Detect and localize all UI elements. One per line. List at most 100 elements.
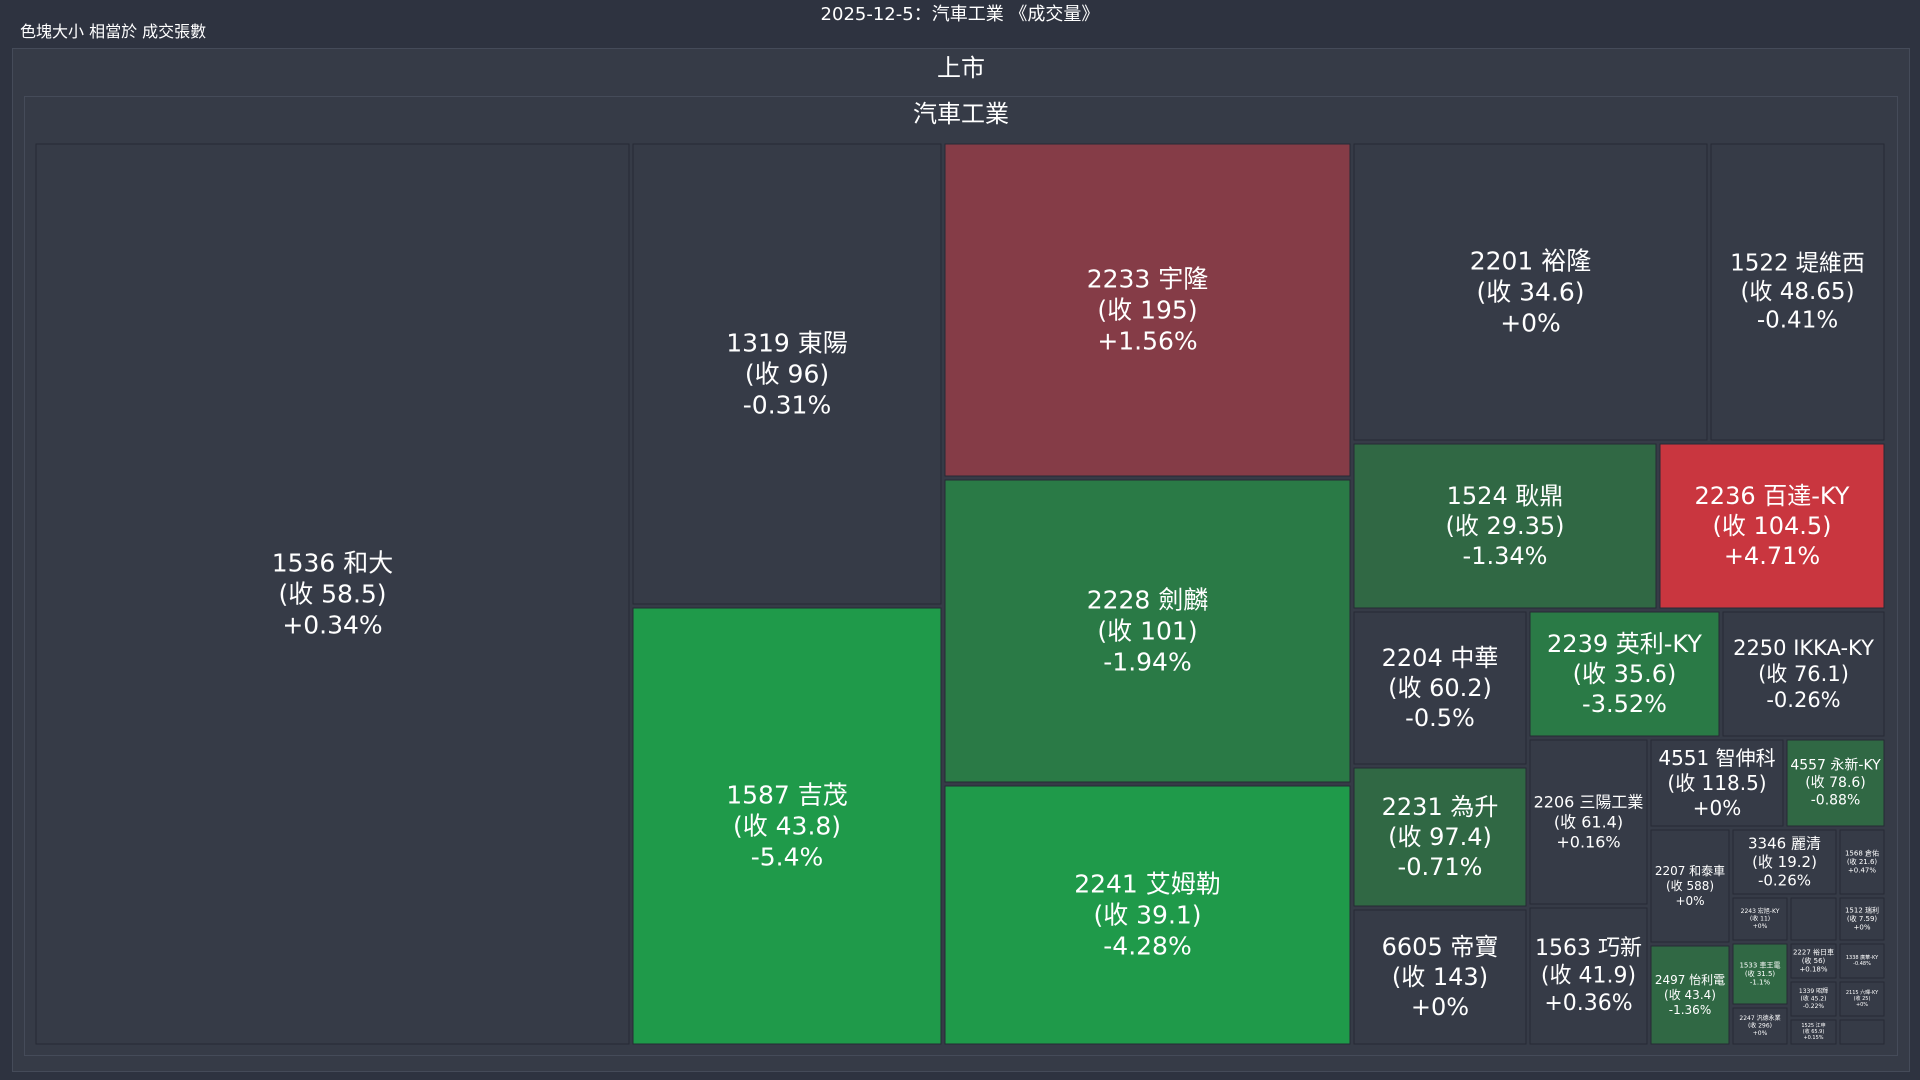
- tile-label: 2239 英利-KY: [1547, 630, 1702, 658]
- treemap-tile-1524: 1524 耿鼎(收 29.35)-1.34%: [1353, 443, 1657, 609]
- tile-close: (收 48.65): [1740, 279, 1854, 305]
- tile-label: 1338 廣華-KY: [1846, 954, 1879, 961]
- tile-rect: [1650, 829, 1730, 943]
- tile-change: -0.48%: [1853, 961, 1871, 967]
- chart-title: 2025-12-5：汽車工業 《成交量》: [820, 4, 1100, 25]
- market-label: 上市: [937, 54, 985, 82]
- tile-close: (收 101): [1097, 617, 1197, 646]
- tile-close: (收 39.1): [1093, 901, 1201, 930]
- tile-rect: [1790, 1019, 1837, 1045]
- tile-change: +0%: [1753, 923, 1768, 930]
- tile-change: -0.41%: [1757, 308, 1838, 334]
- tile-change: -0.26%: [1758, 872, 1811, 890]
- tile-close: (收 58.5): [278, 580, 386, 609]
- tile-close: (收 45.2): [1801, 995, 1827, 1003]
- tile-close: (收 65.9): [1803, 1028, 1825, 1035]
- tile-label: 2241 艾姆勒: [1074, 870, 1221, 899]
- tile-close: (收 7.59): [1847, 914, 1878, 923]
- tile-label: 2206 三陽工業: [1534, 793, 1644, 812]
- tile-label: 2115 六暉-KY: [1846, 989, 1879, 996]
- tile-change: +0%: [1500, 309, 1561, 338]
- tile-rect: [1710, 143, 1885, 441]
- tile-rect: [1529, 739, 1648, 905]
- tile-close: (收 34.6): [1476, 278, 1584, 307]
- tile-change: -1.36%: [1669, 1003, 1711, 1017]
- treemap-tile-4551: 4551 智伸科(收 118.5)+0%: [1650, 739, 1784, 827]
- tile-close: (收 56): [1802, 956, 1826, 965]
- tile-change: +0%: [1411, 993, 1469, 1021]
- tile-rect: [1790, 943, 1837, 979]
- tile-close: (收 21.6): [1847, 857, 1878, 866]
- tile-close: (收 29.35): [1445, 512, 1564, 540]
- treemap-tile-1338: 1338 廣華-KY-0.48%: [1839, 943, 1885, 979]
- tile-rect: [632, 143, 942, 605]
- tile-rect: [1839, 981, 1885, 1017]
- tile-change: -0.71%: [1398, 853, 1483, 881]
- tile-label: 2228 劍麟: [1087, 586, 1209, 615]
- tile-close: (收 43.8): [733, 812, 841, 841]
- treemap-tile-2233: 2233 宇隆(收 195)+1.56%: [944, 143, 1351, 477]
- treemap-tile-2207: 2207 和泰車(收 588)+0%: [1650, 829, 1730, 943]
- tile-change: -1.34%: [1463, 542, 1548, 570]
- sector-label: 汽車工業: [913, 100, 1009, 128]
- tile-close: (收 104.5): [1712, 512, 1831, 540]
- tile-rect: [1722, 611, 1885, 737]
- treemap-tile-2115: 2115 六暉-KY(收 25)+0%: [1839, 981, 1885, 1017]
- tile-label: 2201 裕隆: [1470, 247, 1592, 276]
- tile-change: +1.56%: [1097, 327, 1197, 356]
- tile-close: (收 35.6): [1573, 660, 1677, 688]
- treemap-tile-1525: 1525 江申(收 65.9)+0.15%: [1790, 1019, 1837, 1045]
- tile-rect: [35, 143, 630, 1045]
- tile-change: -0.88%: [1811, 792, 1861, 808]
- tile-close: (收 11): [1750, 915, 1770, 923]
- tile-change: -0.31%: [743, 391, 831, 420]
- tile-label: 2236 百達-KY: [1695, 482, 1850, 510]
- tile-rect: [1732, 897, 1788, 941]
- treemap-tile-2231: 2231 為升(收 97.4)-0.71%: [1353, 767, 1527, 907]
- treemap-tile-2497: 2497 怡利電(收 43.4)-1.36%: [1650, 945, 1730, 1045]
- tile-rect: [1353, 611, 1527, 765]
- treemap-tile-3346: 3346 麗清(收 19.2)-0.26%: [1732, 829, 1837, 895]
- tile-label: 2233 宇隆: [1087, 265, 1209, 294]
- tile-change: +4.71%: [1724, 542, 1820, 570]
- treemap-tile: [1790, 897, 1837, 941]
- treemap-tile-1568: 1568 倉佑(收 21.6)+0.47%: [1839, 829, 1885, 895]
- treemap-tile-2236: 2236 百達-KY(收 104.5)+4.71%: [1659, 443, 1885, 609]
- treemap-tile-2206: 2206 三陽工業(收 61.4)+0.16%: [1529, 739, 1648, 905]
- tile-label: 2497 怡利電: [1655, 973, 1725, 987]
- tile-rect: [632, 607, 942, 1045]
- tile-label: 3346 麗清: [1748, 834, 1821, 852]
- tile-close: (收 78.6): [1805, 775, 1866, 791]
- tile-close: (收 97.4): [1388, 823, 1492, 851]
- tile-rect: [1529, 907, 1648, 1045]
- tile-rect: [1529, 611, 1720, 737]
- size-legend-note: 色塊大小 相當於 成交張數: [20, 22, 207, 41]
- tile-rect: [1650, 945, 1730, 1045]
- tile-change: +0.34%: [282, 611, 382, 640]
- tile-change: +0%: [1675, 894, 1704, 908]
- tile-change: +0%: [1693, 796, 1742, 820]
- tile-close: (收 43.4): [1664, 988, 1716, 1002]
- tile-close: (收 588): [1666, 879, 1714, 893]
- treemap-tile-2228: 2228 劍麟(收 101)-1.94%: [944, 479, 1351, 783]
- tile-change: -3.52%: [1582, 690, 1667, 718]
- tile-change: +0.16%: [1556, 832, 1620, 851]
- tile-rect: [1353, 909, 1527, 1045]
- tile-label: 2250 IKKA-KY: [1733, 636, 1874, 660]
- treemap-tile-1533: 1533 車王電(收 31.5)-1.1%: [1732, 943, 1788, 1005]
- tile-change: +0%: [1753, 1030, 1768, 1037]
- tile-close: (收 195): [1097, 296, 1197, 325]
- tile-rect: [1650, 739, 1784, 827]
- tile-rect: [1659, 443, 1885, 609]
- tile-label: 2243 宏旭-KY: [1741, 907, 1780, 915]
- tile-rect: [1786, 739, 1885, 827]
- tile-label: 2231 為升: [1382, 793, 1499, 821]
- tile-label: 6605 帝寶: [1382, 933, 1499, 961]
- tile-label: 1319 東陽: [726, 329, 848, 358]
- tile-close: (收 118.5): [1667, 771, 1766, 795]
- treemap-tile-2227: 2227 裕日車(收 56)+0.18%: [1790, 943, 1837, 979]
- tile-label: 1525 江申: [1801, 1022, 1825, 1029]
- tile-label: 1533 車王電: [1739, 960, 1780, 969]
- tile-close: (收 76.1): [1758, 662, 1849, 686]
- tile-rect: [1839, 1019, 1885, 1045]
